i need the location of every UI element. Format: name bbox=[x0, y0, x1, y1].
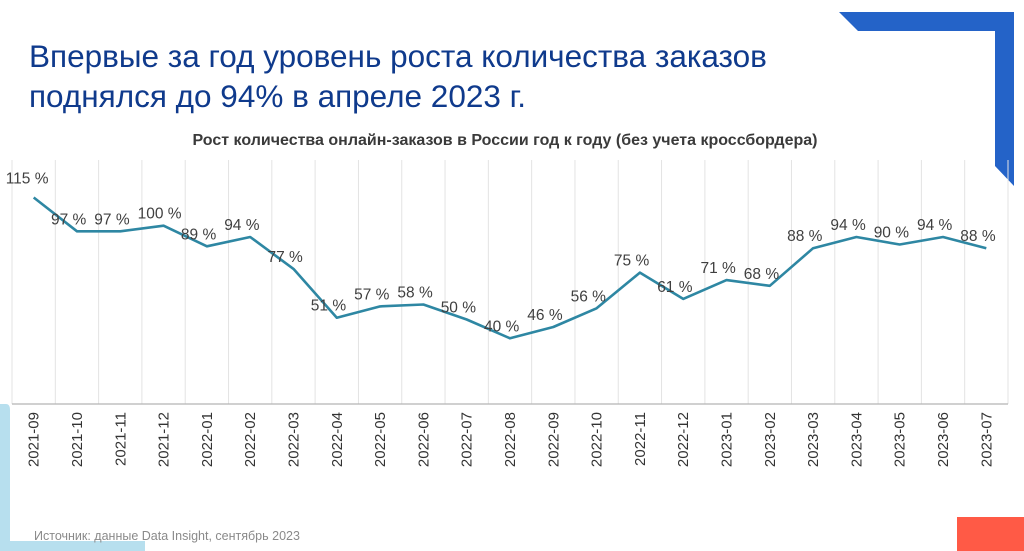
data-label: 68 % bbox=[744, 266, 780, 283]
x-tick-label: 2023-07 bbox=[978, 412, 995, 467]
chart-title: Рост количества онлайн-заказов в России … bbox=[192, 132, 818, 149]
data-labels: 115 % 97 % 97 % 100 % 89 % 94 % 77 % 51 % 57 % 58… bbox=[6, 171, 996, 336]
source-note: Источник: данные Data Insight, сентябрь … bbox=[34, 529, 300, 543]
x-tick-label: 2023-02 bbox=[762, 412, 779, 467]
x-tick-label: 2022-02 bbox=[242, 412, 259, 467]
x-tick-label: 2022-06 bbox=[415, 412, 432, 467]
data-label: 77 % bbox=[268, 249, 304, 266]
page-headline: Впервые за год уровень роста количества … bbox=[29, 36, 909, 116]
data-label: 94 % bbox=[830, 217, 866, 234]
x-tick-labels: 2021-09 2021-10 2021-11 2021-12 2022-01 2022-… bbox=[26, 412, 996, 467]
x-tick-label: 2023-04 bbox=[848, 412, 865, 467]
data-label: 61 % bbox=[657, 279, 693, 296]
x-tick-label: 2021-10 bbox=[69, 412, 86, 467]
x-tick-label: 2022-10 bbox=[589, 412, 606, 467]
gridlines bbox=[11, 160, 1009, 404]
data-label: 97 % bbox=[94, 211, 130, 228]
data-label: 115 % bbox=[6, 171, 49, 188]
x-tick-label: 2022-11 bbox=[632, 412, 649, 466]
x-tick-label: 2022-12 bbox=[675, 412, 692, 467]
x-tick-label: 2022-01 bbox=[199, 412, 216, 467]
data-label: 100 % bbox=[138, 206, 182, 223]
x-tick-label: 2021-09 bbox=[26, 412, 43, 467]
data-label: 56 % bbox=[571, 288, 607, 305]
x-tick-label: 2022-04 bbox=[329, 412, 346, 467]
data-label: 97 % bbox=[51, 211, 87, 228]
data-label: 94 % bbox=[224, 217, 260, 234]
data-label: 94 % bbox=[917, 217, 953, 234]
x-tick-label: 2021-11 bbox=[112, 412, 129, 466]
x-tick-label: 2022-09 bbox=[545, 412, 562, 467]
data-label: 90 % bbox=[874, 225, 910, 242]
x-tick-label: 2023-03 bbox=[805, 412, 822, 467]
x-tick-label: 2022-07 bbox=[459, 412, 476, 467]
data-label: 71 % bbox=[701, 260, 737, 277]
data-label: 57 % bbox=[354, 286, 390, 303]
data-label: 46 % bbox=[527, 307, 563, 324]
data-label: 88 % bbox=[787, 228, 823, 245]
data-label: 40 % bbox=[484, 318, 520, 335]
data-label: 75 % bbox=[614, 253, 650, 270]
headline-line-2: поднялся до 94% в апреле 2023 г. bbox=[29, 78, 527, 114]
x-tick-label: 2022-05 bbox=[372, 412, 389, 467]
data-label: 88 % bbox=[960, 228, 996, 245]
x-tick-label: 2023-06 bbox=[935, 412, 952, 467]
data-label: 58 % bbox=[397, 285, 433, 302]
series-line bbox=[32, 196, 987, 340]
x-tick-label: 2022-08 bbox=[502, 412, 519, 467]
data-label: 50 % bbox=[441, 300, 477, 317]
headline-line-1: Впервые за год уровень роста количества … bbox=[29, 38, 767, 74]
data-label: 89 % bbox=[181, 226, 217, 243]
x-tick-label: 2023-05 bbox=[892, 412, 909, 467]
data-label: 51 % bbox=[311, 298, 347, 315]
x-tick-label: 2023-01 bbox=[719, 412, 736, 467]
x-tick-label: 2021-12 bbox=[156, 412, 173, 467]
x-tick-label: 2022-03 bbox=[285, 412, 302, 467]
